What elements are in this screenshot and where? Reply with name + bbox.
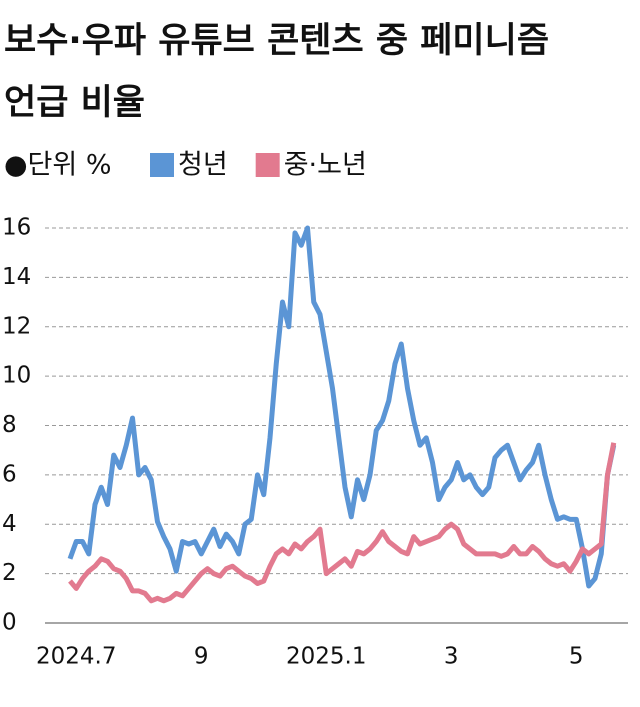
x-tick-label: 5 <box>569 644 584 670</box>
legend-label: 청년 <box>178 150 228 181</box>
series-line <box>68 442 617 604</box>
y-tick-label: 16 <box>2 215 31 241</box>
y-tick-label: 12 <box>2 313 31 339</box>
x-tick-label: 9 <box>194 644 209 670</box>
legend-label: 중·노년 <box>284 150 367 181</box>
chart-title: 보수·우파 유튜브 콘텐츠 중 페미니즘 <box>4 21 549 61</box>
y-tick-label: 14 <box>2 264 31 290</box>
legend-swatch <box>255 153 280 177</box>
x-tick-label: 3 <box>444 644 459 670</box>
y-tick-label: 0 <box>2 610 17 636</box>
x-tick-label: 2025.1 <box>286 644 366 670</box>
chart-title: 언급 비율 <box>4 83 145 123</box>
y-tick-label: 10 <box>2 363 31 389</box>
y-tick-label: 8 <box>2 412 17 438</box>
series-line <box>67 225 617 589</box>
unit-label: ●단위 % <box>4 150 111 181</box>
y-tick-label: 6 <box>2 461 17 487</box>
y-tick-label: 4 <box>2 511 17 537</box>
x-tick-label: 2024.7 <box>36 644 116 670</box>
y-tick-label: 2 <box>2 560 17 586</box>
legend-swatch <box>150 153 174 177</box>
